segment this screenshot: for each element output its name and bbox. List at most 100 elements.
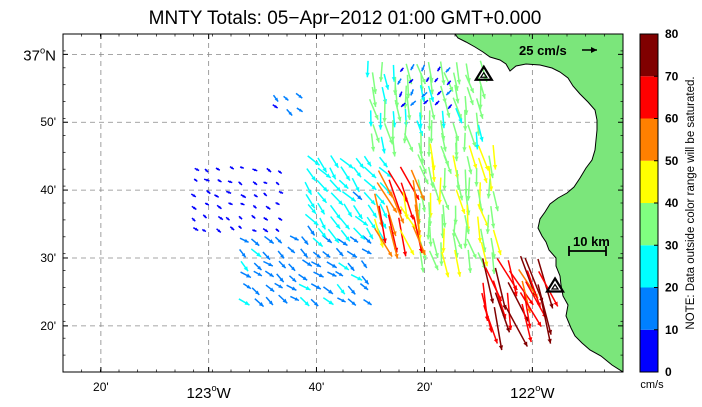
current-vector	[194, 167, 200, 172]
current-vector	[263, 216, 269, 221]
current-vector	[288, 275, 297, 283]
current-vector	[366, 216, 377, 230]
current-vector	[304, 213, 319, 226]
current-vector	[310, 283, 322, 290]
current-vector	[398, 91, 403, 98]
current-vector	[466, 238, 478, 260]
current-vector	[319, 217, 327, 230]
current-vector	[347, 285, 356, 295]
current-vector	[225, 190, 232, 194]
current-vector	[289, 235, 299, 241]
current-vector	[372, 124, 380, 143]
colorbar-segment	[640, 118, 658, 161]
current-vector	[363, 178, 377, 191]
colorbar-segment	[640, 203, 658, 246]
current-vector	[421, 91, 428, 98]
current-vector	[295, 92, 303, 99]
current-vector	[326, 261, 338, 269]
current-vector	[242, 282, 252, 290]
current-vector	[202, 214, 208, 219]
current-vector	[429, 75, 435, 95]
current-vector	[410, 100, 417, 107]
current-vector	[421, 64, 426, 72]
current-vector	[399, 229, 415, 256]
current-vector	[322, 286, 334, 295]
current-vector	[278, 294, 288, 304]
current-vector	[455, 62, 462, 85]
current-vector	[441, 251, 450, 278]
y-tick-label: 37oN	[23, 45, 56, 64]
current-vector	[301, 236, 309, 246]
current-vector	[250, 238, 260, 247]
current-vector	[436, 66, 441, 72]
colorbar-segment	[640, 287, 658, 330]
current-vector	[316, 179, 329, 193]
y-axis: 37oN 50' 40' 30' 20'	[23, 45, 623, 356]
current-vector	[203, 178, 210, 182]
current-vector	[302, 259, 313, 267]
current-vector	[240, 260, 249, 272]
current-vector	[336, 283, 346, 295]
current-vector	[508, 270, 534, 306]
current-vector	[239, 237, 249, 243]
plot-frame	[62, 33, 624, 373]
current-vector	[375, 193, 386, 205]
current-vector	[327, 271, 337, 278]
current-vector	[537, 284, 553, 335]
current-vector	[400, 102, 406, 108]
current-vector	[252, 181, 258, 186]
current-vector	[191, 205, 197, 211]
current-vector	[423, 99, 429, 105]
plot-area: 25 cm/s 10 km 20' 123oW 40' 20' 122oW 37oN 50…	[23, 33, 624, 402]
current-vector	[463, 225, 468, 249]
colorbar-segment	[640, 76, 658, 119]
current-vector	[492, 191, 499, 212]
current-vector	[363, 191, 376, 206]
current-vector	[477, 145, 490, 171]
current-vector	[432, 238, 439, 259]
current-vector	[539, 292, 552, 344]
current-vector	[468, 145, 478, 169]
current-vector	[365, 60, 370, 78]
current-vector	[305, 193, 316, 209]
current-vector	[216, 228, 222, 234]
current-vector	[383, 73, 390, 90]
current-vector	[466, 87, 474, 106]
current-vector	[317, 202, 326, 215]
current-vector	[265, 296, 274, 306]
current-vector	[400, 182, 414, 220]
current-vector	[266, 167, 272, 173]
current-vector	[441, 110, 446, 129]
current-vector	[274, 282, 283, 289]
current-vector	[477, 216, 483, 243]
current-vector	[440, 189, 450, 211]
current-vector	[313, 271, 324, 278]
current-vector	[445, 89, 452, 96]
current-vector	[490, 206, 496, 229]
current-vector	[353, 227, 366, 241]
current-vector	[406, 74, 411, 99]
current-vector	[312, 251, 322, 259]
current-vector	[192, 227, 199, 232]
current-vector	[398, 217, 408, 257]
current-vector	[337, 238, 348, 247]
current-vector	[263, 260, 274, 267]
colorbar-segment	[640, 245, 658, 288]
current-vector	[310, 298, 319, 307]
colorbar-frame	[639, 33, 659, 373]
grid	[63, 34, 623, 372]
current-vector	[263, 192, 268, 197]
current-vector	[378, 156, 388, 168]
current-vector	[419, 85, 426, 102]
current-vector	[425, 77, 430, 83]
chart-title: MNTY Totals: 05−Apr−2012 01:00 GMT+0.000	[149, 8, 542, 29]
colorbar-tick-label: 50	[665, 154, 679, 168]
current-vector	[240, 202, 245, 206]
current-vector	[253, 270, 263, 277]
current-vector	[262, 228, 269, 233]
current-vector	[481, 258, 495, 304]
current-vector	[399, 67, 405, 73]
current-vector	[403, 85, 408, 109]
current-vector	[466, 177, 471, 201]
